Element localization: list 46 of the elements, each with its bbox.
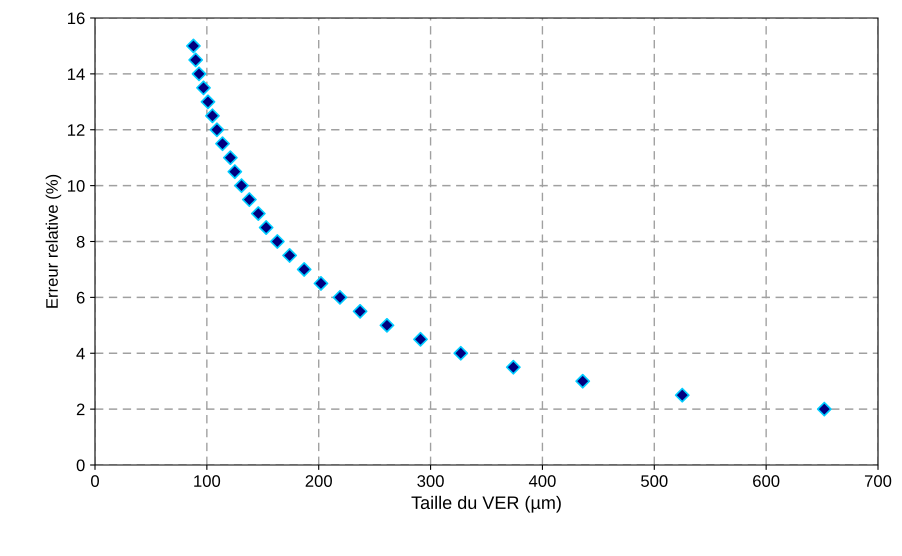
point <box>314 276 328 291</box>
point <box>674 388 690 403</box>
y-tick-label: 16 <box>68 12 85 24</box>
x-tick-label: 300 <box>417 475 444 487</box>
y-tick-label: 12 <box>68 124 84 136</box>
y-tick-label: 8 <box>76 236 85 248</box>
point <box>258 220 274 235</box>
y-tick-label: 6 <box>76 292 85 304</box>
x-tick-label: 0 <box>91 475 99 487</box>
x-tick-label: 500 <box>641 475 668 487</box>
point <box>222 150 238 166</box>
x-tick-label: 400 <box>528 475 556 487</box>
point <box>506 360 521 375</box>
y-tick-label: 0 <box>76 459 85 472</box>
point <box>210 122 224 138</box>
point <box>242 192 257 208</box>
point <box>575 374 590 389</box>
point <box>227 164 242 180</box>
point <box>205 108 220 124</box>
x-tick-label: 600 <box>753 475 780 487</box>
point <box>215 136 230 152</box>
x-tick-label: 100 <box>194 475 220 487</box>
point <box>270 234 285 249</box>
point <box>186 38 201 54</box>
y-tick-label: 10 <box>68 180 85 192</box>
x-axis-title: Taille du VER (µm) <box>411 496 561 513</box>
point <box>192 66 206 82</box>
y-tick-label: 14 <box>68 68 85 80</box>
x-tick-label: 200 <box>306 475 332 487</box>
point <box>296 262 312 277</box>
point <box>200 94 216 110</box>
point <box>234 178 249 194</box>
y-tick-label: 2 <box>76 404 84 416</box>
point <box>282 248 298 263</box>
point <box>413 332 428 347</box>
point <box>453 346 468 361</box>
y-axis-title: Erreur relative (%) <box>46 174 62 308</box>
point <box>250 206 266 221</box>
point <box>380 318 394 333</box>
point <box>816 402 832 417</box>
point <box>332 290 348 305</box>
x-tick-label: 700 <box>864 475 892 487</box>
y-tick-label: 4 <box>76 348 85 360</box>
point <box>196 80 211 96</box>
point <box>352 304 368 319</box>
point <box>188 52 204 68</box>
